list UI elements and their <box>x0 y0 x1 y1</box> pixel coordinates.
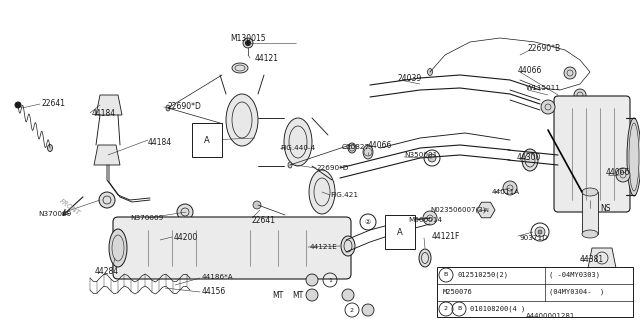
Ellipse shape <box>428 68 433 76</box>
Text: W115011: W115011 <box>526 85 561 91</box>
Circle shape <box>503 181 517 195</box>
Text: FIG.421: FIG.421 <box>330 192 358 198</box>
Bar <box>582 192 598 234</box>
Text: 22641: 22641 <box>252 215 276 225</box>
Circle shape <box>342 289 354 301</box>
Circle shape <box>541 100 555 114</box>
Polygon shape <box>477 202 495 218</box>
Ellipse shape <box>363 145 373 159</box>
Text: 012510250(2): 012510250(2) <box>457 272 508 278</box>
Text: FRONT: FRONT <box>58 198 81 216</box>
Circle shape <box>243 38 253 48</box>
Circle shape <box>362 304 374 316</box>
Text: NS: NS <box>600 204 611 212</box>
Text: 44011A: 44011A <box>492 189 520 195</box>
Text: N: N <box>484 207 488 212</box>
Text: 1: 1 <box>328 277 332 283</box>
Text: MT: MT <box>292 291 303 300</box>
Text: 22690*D: 22690*D <box>316 165 348 171</box>
Text: 22690*B: 22690*B <box>528 44 561 52</box>
Ellipse shape <box>348 143 356 153</box>
Text: M250076: M250076 <box>443 289 473 295</box>
Text: 44186*A: 44186*A <box>202 274 234 280</box>
Ellipse shape <box>522 149 538 171</box>
Text: 44066: 44066 <box>518 66 542 75</box>
Text: B: B <box>457 307 461 311</box>
Ellipse shape <box>419 249 431 267</box>
Circle shape <box>538 230 542 234</box>
Circle shape <box>99 192 115 208</box>
Text: N350001: N350001 <box>404 152 437 158</box>
FancyBboxPatch shape <box>554 96 630 212</box>
Ellipse shape <box>627 118 640 196</box>
Text: M660014: M660014 <box>408 217 442 223</box>
Text: ( -04MY0303): ( -04MY0303) <box>549 272 600 278</box>
Text: N370009: N370009 <box>130 215 163 221</box>
Text: FIG.440-4: FIG.440-4 <box>280 145 316 151</box>
Text: ②: ② <box>365 219 371 225</box>
Text: 44066: 44066 <box>606 167 630 177</box>
Text: 44300: 44300 <box>517 153 541 162</box>
Bar <box>437 267 633 317</box>
Polygon shape <box>588 248 616 268</box>
Ellipse shape <box>288 162 292 168</box>
Circle shape <box>15 102 21 108</box>
Text: 44156: 44156 <box>202 287 227 297</box>
Circle shape <box>423 211 437 225</box>
Circle shape <box>564 67 576 79</box>
Text: A4400001281: A4400001281 <box>526 313 575 319</box>
Text: 2: 2 <box>350 308 354 313</box>
Text: C00827: C00827 <box>342 144 370 150</box>
Circle shape <box>574 89 586 101</box>
Circle shape <box>535 227 545 237</box>
Circle shape <box>428 154 436 162</box>
Text: 010108200(4 ): 010108200(4 ) <box>470 306 525 312</box>
Text: 44066: 44066 <box>368 140 392 149</box>
Circle shape <box>253 201 261 209</box>
Ellipse shape <box>284 118 312 166</box>
FancyBboxPatch shape <box>113 217 351 279</box>
Text: 22690*D: 22690*D <box>168 101 202 110</box>
Text: 44184: 44184 <box>92 108 116 117</box>
Text: A: A <box>204 135 210 145</box>
Ellipse shape <box>582 230 598 238</box>
Text: 2: 2 <box>444 307 448 311</box>
Text: 44284: 44284 <box>95 268 119 276</box>
Circle shape <box>246 41 250 45</box>
Ellipse shape <box>166 105 170 111</box>
Circle shape <box>306 274 318 286</box>
Ellipse shape <box>232 63 248 73</box>
Circle shape <box>616 168 630 182</box>
Text: A: A <box>397 228 403 236</box>
Text: N023506007(3): N023506007(3) <box>430 207 486 213</box>
Ellipse shape <box>341 236 355 256</box>
Polygon shape <box>96 95 122 115</box>
Text: 44121E: 44121E <box>310 244 338 250</box>
Text: 90371D: 90371D <box>520 235 548 241</box>
Circle shape <box>306 289 318 301</box>
Text: 24039: 24039 <box>398 74 422 83</box>
Ellipse shape <box>109 229 127 267</box>
Text: 22641: 22641 <box>42 99 66 108</box>
Text: MT: MT <box>272 292 284 300</box>
Ellipse shape <box>582 188 598 196</box>
Ellipse shape <box>309 170 335 214</box>
Text: 44381: 44381 <box>580 255 604 265</box>
Text: 44200: 44200 <box>174 233 198 242</box>
Text: B: B <box>444 273 448 277</box>
Circle shape <box>177 204 193 220</box>
Text: 44184: 44184 <box>148 138 172 147</box>
Text: (04MY0304-  ): (04MY0304- ) <box>549 289 604 295</box>
Text: 44121: 44121 <box>255 53 279 62</box>
Polygon shape <box>94 145 120 165</box>
Ellipse shape <box>47 145 52 151</box>
Text: 44121F: 44121F <box>432 231 460 241</box>
Text: M130015: M130015 <box>230 34 266 43</box>
Ellipse shape <box>226 94 258 146</box>
Text: N370009: N370009 <box>38 211 71 217</box>
